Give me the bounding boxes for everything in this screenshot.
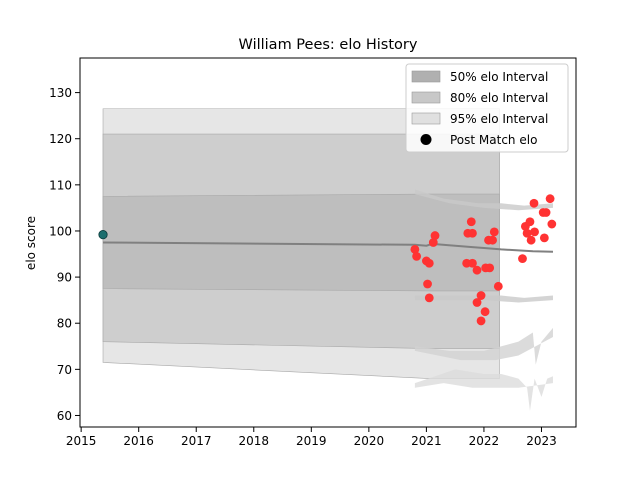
wisp-50-upper [414, 189, 553, 211]
legend: 50% elo Interval 80% elo Interval 95% elo … [405, 63, 569, 153]
legend-swatch [411, 70, 441, 83]
post-match-elo-point [424, 258, 434, 268]
post-match-elo-point [488, 235, 497, 245]
post-match-elo-point [522, 228, 532, 238]
y-tick-label: 110 [49, 178, 72, 192]
wisp-95-lower [414, 369, 553, 411]
x-tick-label: 2017 [181, 434, 212, 448]
y-tick-label: 130 [49, 86, 72, 100]
wisp-80-lower [414, 327, 553, 365]
post-match-elo-point [529, 198, 539, 208]
x-tick-label: 2016 [123, 434, 154, 448]
x-tick-label: 2015 [66, 434, 97, 448]
post-match-elo-point [476, 316, 486, 326]
y-tick-label: 60 [57, 409, 72, 423]
post-match-elo-point [430, 231, 440, 240]
legend-label: Post Match elo [450, 133, 537, 147]
legend-swatch [411, 91, 441, 104]
post-match-elo-point [468, 258, 477, 268]
x-tick-label: 2018 [238, 434, 269, 448]
post-match-elo-point [412, 251, 422, 261]
x-tick-label: 2023 [526, 434, 557, 448]
post-match-elo-point [480, 307, 490, 317]
post-match-elo-point [493, 281, 503, 291]
y-axis-label: elo score [24, 216, 38, 270]
legend-swatch [411, 112, 441, 125]
legend-label: 50% elo Interval [450, 70, 548, 84]
post-match-elo-point [468, 228, 477, 238]
x-tick-label: 2020 [354, 434, 385, 448]
post-match-elo-point [541, 208, 551, 217]
mean-elo-line [103, 241, 554, 253]
y-tick-label: 120 [49, 132, 72, 146]
x-tick-label: 2022 [469, 434, 500, 448]
post-match-elo-point [428, 238, 438, 247]
y-tick-label: 90 [57, 271, 72, 285]
post-match-elo-point [423, 279, 432, 289]
post-match-elo-point [526, 235, 536, 245]
post-match-elo-point [518, 254, 527, 264]
post-match-elo-point [525, 217, 535, 227]
post-match-elo-point [489, 227, 499, 237]
y-tick-label: 100 [49, 224, 72, 238]
post-match-elo-point [476, 291, 486, 300]
x-axis: 2015 2016 2017 2018 2019 2020 2021 2022 2023 [66, 427, 557, 448]
post-match-elo-point [530, 227, 539, 237]
post-match-elo-point [410, 245, 420, 254]
post-match-elo-point [539, 233, 549, 243]
chart-title: William Pees: elo History [239, 37, 418, 53]
x-tick-label: 2021 [411, 434, 442, 448]
wisp-50-lower [414, 295, 553, 303]
post-match-elo-point [547, 219, 557, 229]
plot-frame [79, 57, 577, 428]
x-tick-label: 2019 [296, 434, 327, 448]
legend-marker [420, 134, 432, 145]
y-axis: 60 70 80 90 100 110 120 130 [49, 86, 80, 423]
legend-box [405, 63, 569, 153]
legend-label: 80% elo Interval [450, 91, 548, 105]
post-match-elo-point [472, 265, 482, 275]
plot-area [98, 108, 557, 411]
post-match-elo-point [545, 194, 555, 204]
post-match-elo-point [472, 298, 482, 307]
post-match-elo-point [485, 263, 495, 273]
legend-label: 95% elo Interval [450, 112, 548, 126]
first-post-match-elo-point [98, 230, 108, 240]
post-match-elo-point [466, 217, 476, 227]
post-match-elo-point [424, 293, 434, 303]
y-tick-label: 70 [57, 363, 72, 377]
y-tick-label: 80 [57, 317, 72, 331]
